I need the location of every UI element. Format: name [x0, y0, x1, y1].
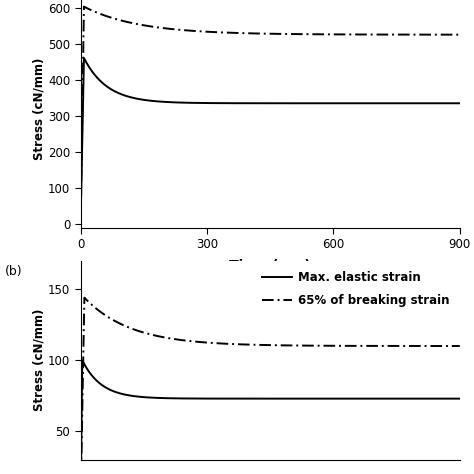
- X-axis label: Time (sec): Time (sec): [229, 259, 311, 273]
- Line: 65% of breaking strain: 65% of breaking strain: [81, 298, 460, 474]
- Line: Max. elastic strain: Max. elastic strain: [81, 360, 460, 474]
- Max. elastic strain: [377, 396, 383, 401]
- Max. elastic strain: [315, 396, 321, 401]
- Max. elastic strain: [100, 383, 105, 388]
- Max. elastic strain: [457, 396, 463, 401]
- Max. elastic strain: [80, 357, 85, 363]
- 65% of breaking strain: [82, 295, 87, 301]
- Legend: Max. elastic strain, 65% of breaking strain: Max. elastic strain, 65% of breaking str…: [257, 266, 454, 311]
- 65% of breaking strain: [315, 343, 321, 348]
- 65% of breaking strain: [179, 337, 185, 343]
- 65% of breaking strain: [377, 343, 383, 349]
- Max. elastic strain: [451, 396, 456, 401]
- 65% of breaking strain: [100, 310, 105, 316]
- Max. elastic strain: [179, 396, 185, 401]
- 65% of breaking strain: [310, 343, 315, 348]
- Y-axis label: Stress (cN/mm): Stress (cN/mm): [32, 309, 45, 411]
- Max. elastic strain: [310, 396, 315, 401]
- Y-axis label: Stress (cN/mm): Stress (cN/mm): [32, 58, 45, 160]
- Text: (b): (b): [5, 265, 22, 278]
- 65% of breaking strain: [457, 343, 463, 349]
- 65% of breaking strain: [451, 343, 456, 349]
